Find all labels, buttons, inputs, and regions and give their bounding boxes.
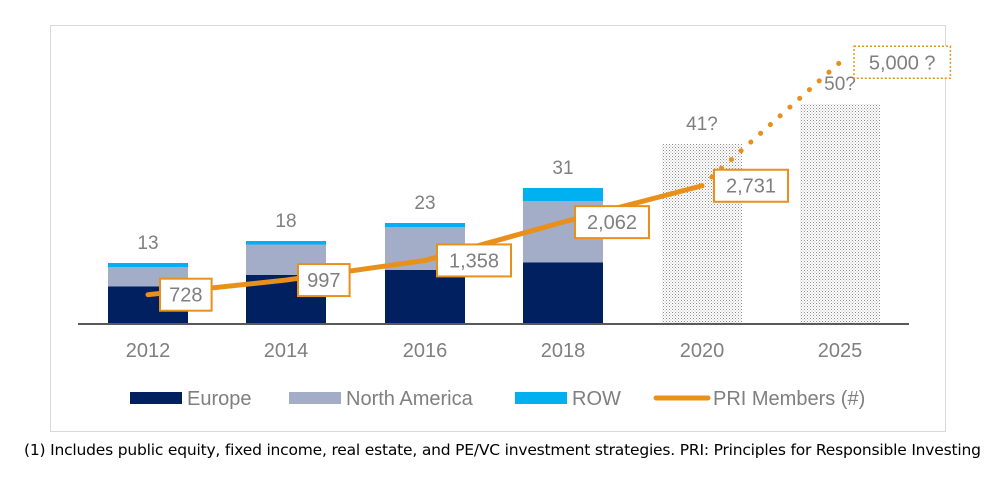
x-tick-label-2018: 2018 bbox=[541, 340, 586, 362]
x-tick-label-2025: 2025 bbox=[818, 340, 863, 362]
legend-label-europe: Europe bbox=[187, 388, 252, 410]
bar-total-label-2012: 13 bbox=[137, 233, 158, 254]
bar-row-2018 bbox=[523, 188, 603, 201]
pri-label-2020: 2,731 bbox=[726, 176, 776, 198]
legend-label-pri-members: PRI Members (#) bbox=[713, 388, 865, 410]
legend-label-row: ROW bbox=[572, 388, 621, 410]
x-tick-label-2014: 2014 bbox=[264, 340, 309, 362]
bar-total-label-2018: 31 bbox=[552, 158, 573, 179]
chart-frame bbox=[50, 25, 946, 432]
bar-total-label-2014: 18 bbox=[275, 211, 296, 232]
bar-row-2012 bbox=[108, 263, 188, 267]
bar-europe-2018 bbox=[523, 262, 603, 324]
pri-label-2025: 5,000 ? bbox=[869, 52, 936, 74]
x-tick-label-2016: 2016 bbox=[403, 340, 448, 362]
x-tick-label-2012: 2012 bbox=[126, 340, 171, 362]
footnote: (1) Includes public equity, fixed income… bbox=[24, 441, 981, 459]
pri-label-box-2014 bbox=[297, 263, 351, 298]
pri-label-2012: 728 bbox=[169, 285, 202, 307]
pri-label-box-2020 bbox=[713, 168, 789, 203]
bar-row-2014 bbox=[246, 241, 326, 245]
pri-label-2014: 997 bbox=[307, 270, 340, 292]
bar-total-label-2025: 50? bbox=[824, 74, 856, 95]
pri-label-2016: 1,358 bbox=[449, 250, 499, 272]
bar-row-2016 bbox=[385, 223, 465, 227]
pri-members-projected-line bbox=[699, 59, 843, 189]
pri-label-box-2018 bbox=[574, 205, 650, 240]
legend-swatch-europe bbox=[130, 392, 182, 404]
legend-swatch-north-america bbox=[289, 392, 341, 404]
pri-label-box-2012 bbox=[159, 277, 213, 312]
legend-label-north-america: North America bbox=[346, 388, 474, 410]
projected-bar-2025 bbox=[800, 104, 880, 324]
bar-total-label-2020: 41? bbox=[686, 114, 718, 135]
bar-europe-2016 bbox=[385, 270, 465, 324]
pri-label-box-2025 bbox=[853, 45, 952, 80]
legend-swatch-row bbox=[515, 392, 567, 404]
pri-label-box-2016 bbox=[436, 243, 512, 278]
pri-label-2018: 2,062 bbox=[587, 212, 637, 234]
x-tick-label-2020: 2020 bbox=[680, 340, 725, 362]
bar-total-label-2016: 23 bbox=[414, 193, 435, 214]
